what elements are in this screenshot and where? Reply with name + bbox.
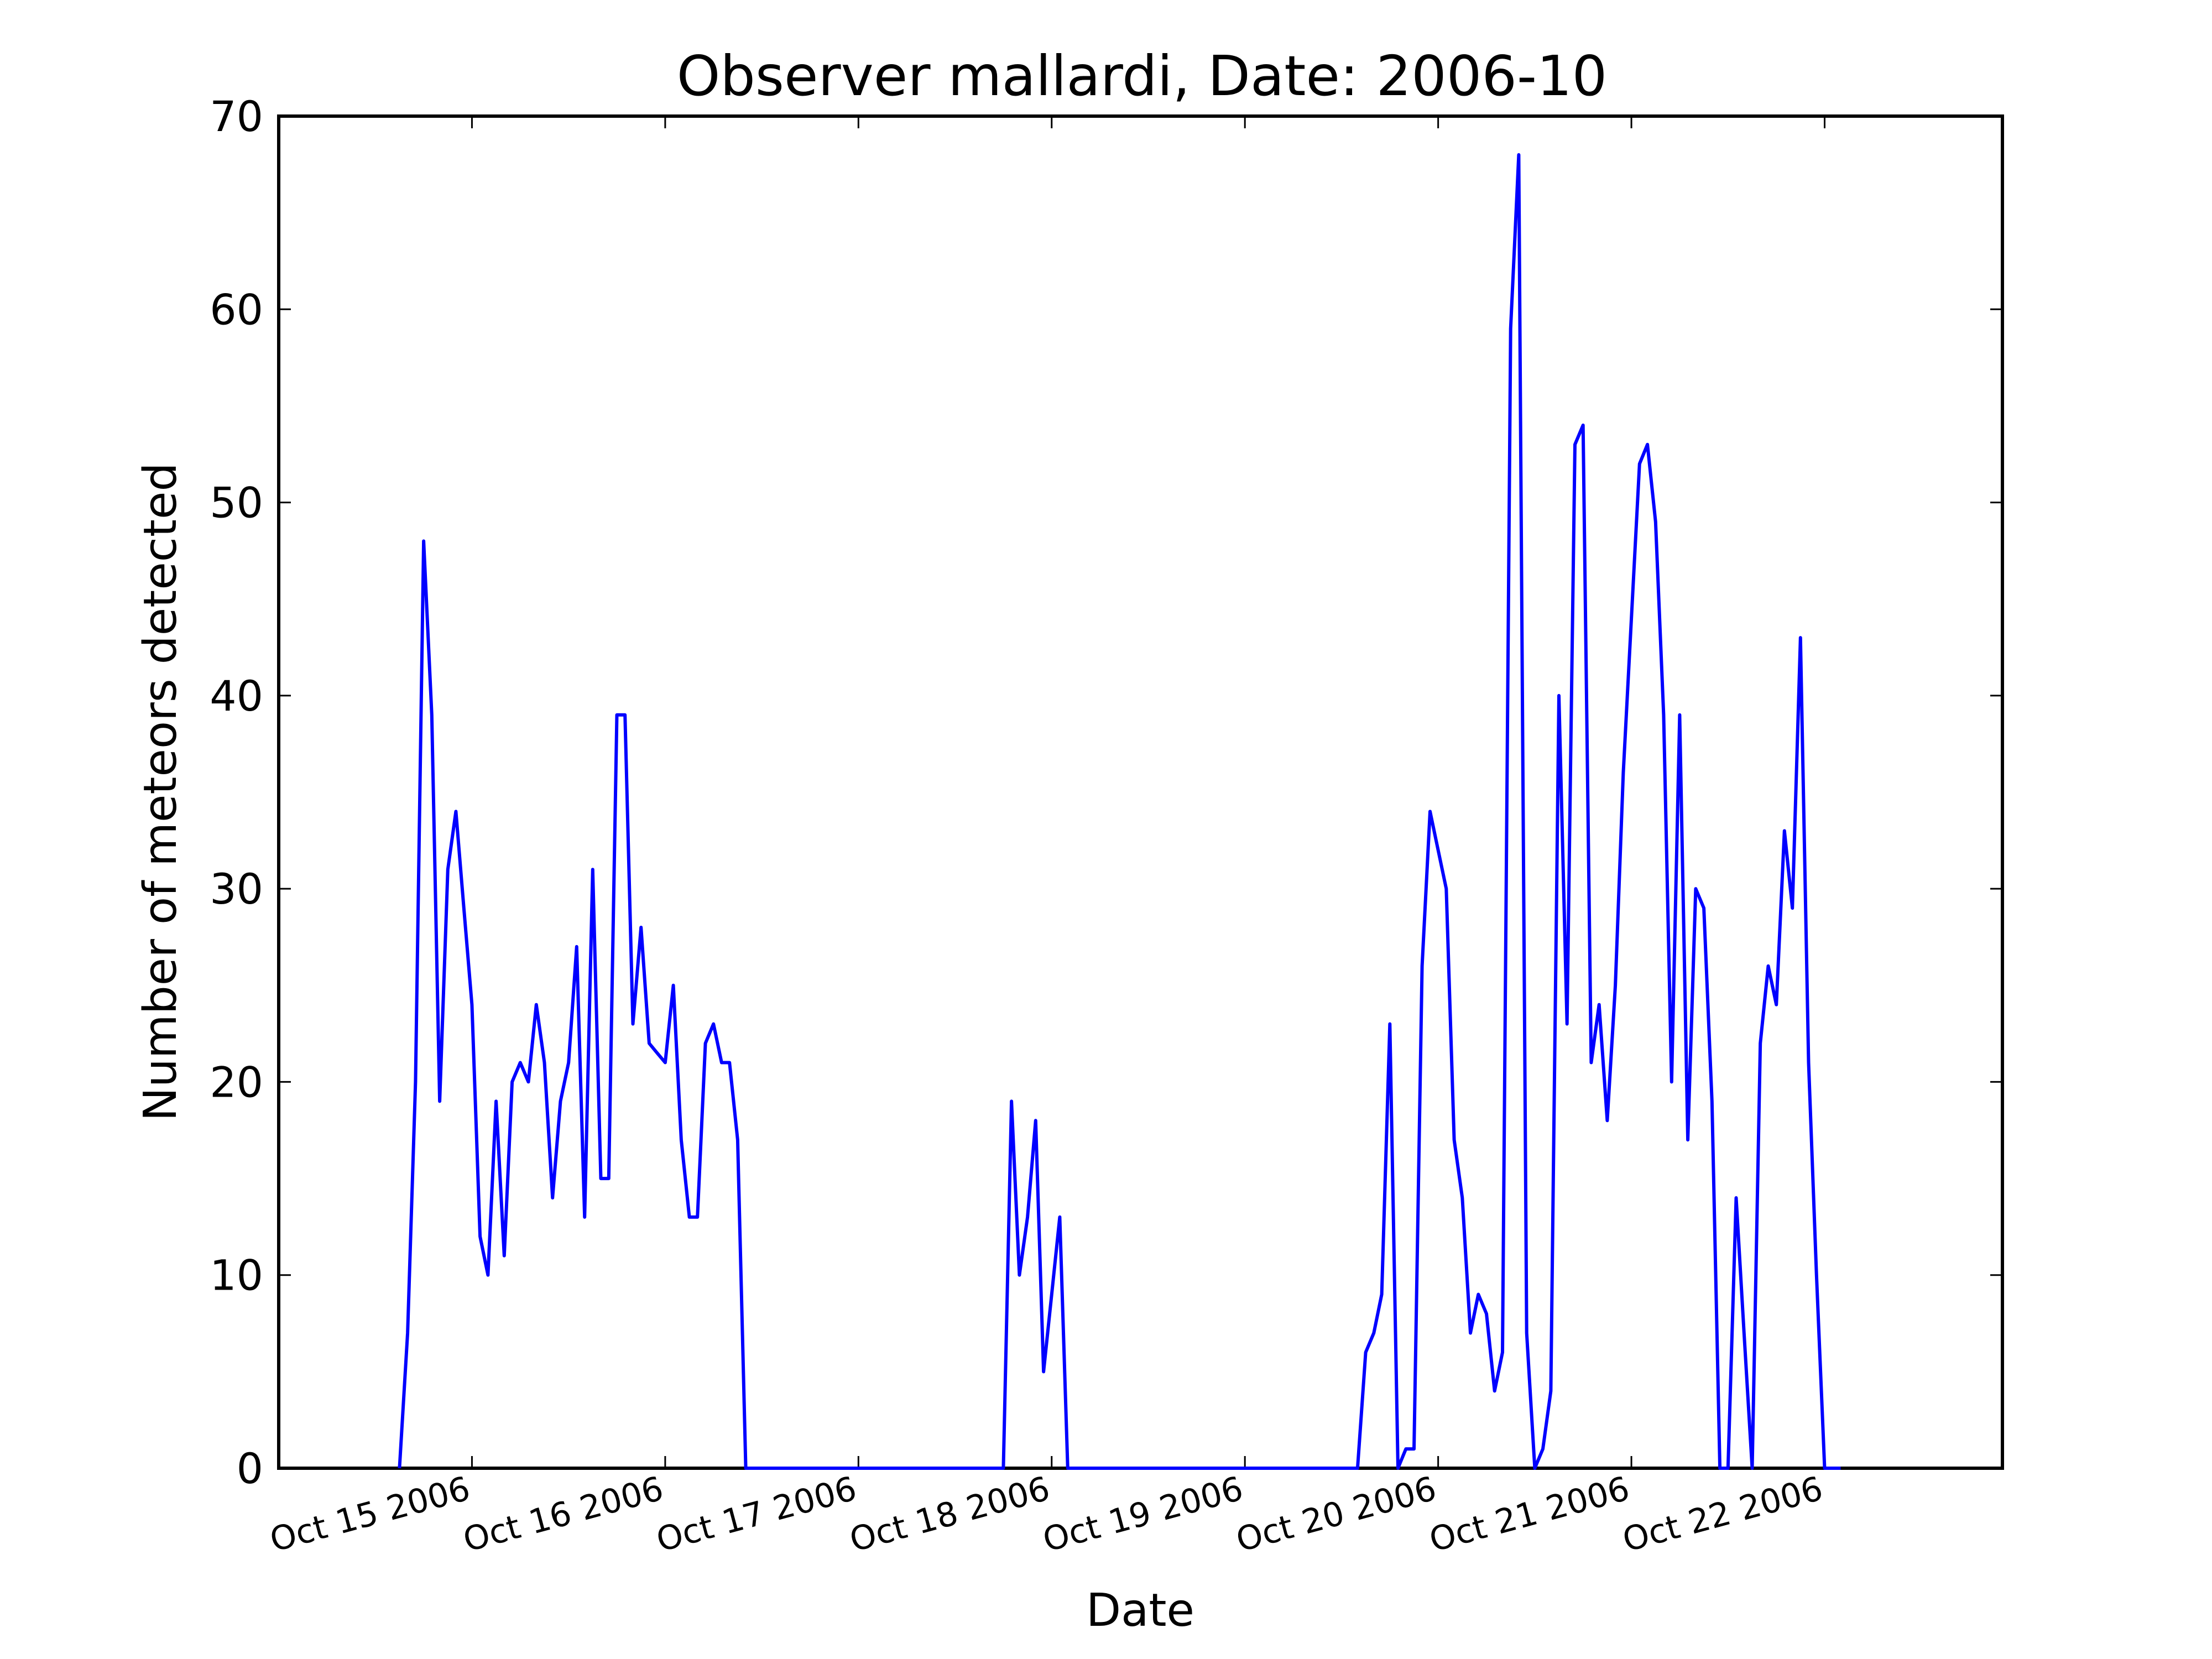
y-tick-label: 30 — [210, 864, 263, 914]
y-tick-label: 40 — [210, 671, 263, 721]
series-line-0 — [398, 153, 1841, 1470]
y-tick-label: 60 — [210, 285, 263, 334]
y-tick-label: 50 — [210, 478, 263, 528]
x-axis-label: Date — [1086, 1584, 1194, 1637]
y-axis: 0 10 20 30 40 50 60 70 — [210, 92, 2002, 1493]
y-tick-label: 70 — [210, 92, 263, 141]
y-tick-label: 0 — [237, 1444, 263, 1493]
chart-title: Observer mallardi, Date: 2006-10 — [677, 44, 1608, 108]
y-axis-label: Number of meteors detected — [134, 462, 187, 1121]
y-tick-label: 20 — [210, 1057, 263, 1107]
series-layer — [398, 153, 1841, 1470]
y-tick-label: 10 — [210, 1251, 263, 1300]
